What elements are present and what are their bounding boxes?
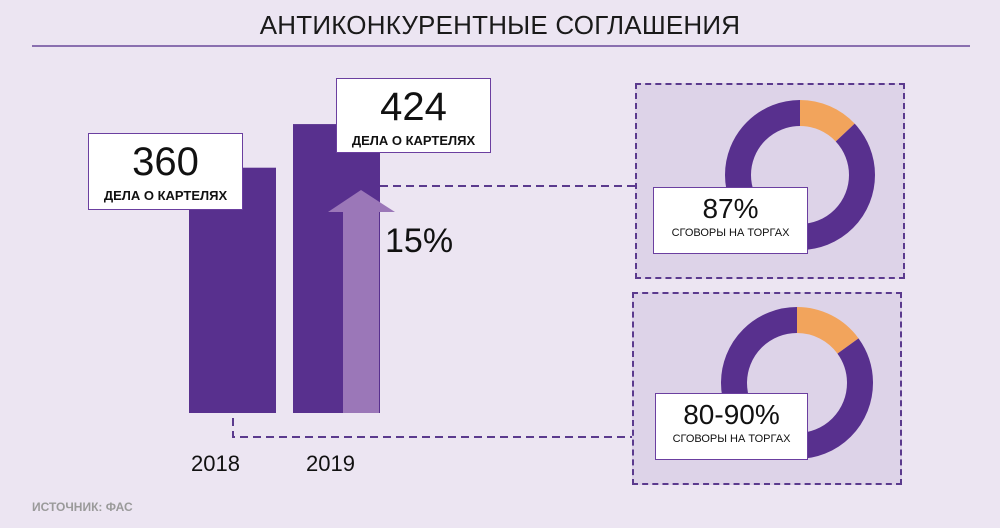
x-tick-2019: 2019 [306,451,355,476]
x-tick-2018: 2018 [191,451,240,476]
donut-label-box-1: 87% СГОВОРЫ НА ТОРГАХ [653,187,808,254]
connector-2018-to-panel-2 [232,418,632,438]
donut-value-1: 87% [702,193,759,224]
donut-value-2: 80-90% [683,399,780,430]
bar-value-2019: 424 [380,85,447,129]
bar-value-callout-2019: 424 ДЕЛА О КАРТЕЛЯХ [336,78,491,153]
bar-label-2019: ДЕЛА О КАРТЕЛЯХ [351,133,476,148]
donut-caption-1: СГОВОРЫ НА ТОРГАХ [671,227,790,239]
growth-label: 15% [385,222,454,260]
source-note: ИСТОЧНИК: ФАС [32,500,133,514]
donut-label-box-2: 80-90% СГОВОРЫ НА ТОРГАХ [655,393,808,460]
donut-caption-2: СГОВОРЫ НА ТОРГАХ [672,433,791,445]
bar-value-2018: 360 [132,140,199,184]
chart-title: АНТИКОНКУРЕНТНЫЕ СОГЛАШЕНИЯ [259,10,741,40]
bar-label-2018: ДЕЛА О КАРТЕЛЯХ [103,188,228,203]
growth-arrow-head [328,190,395,212]
bar-value-callout-2018: 360 ДЕЛА О КАРТЕЛЯХ [88,133,243,210]
growth-arrow-shaft [343,212,379,413]
connector-lines [232,185,635,438]
title-divider [32,45,970,47]
